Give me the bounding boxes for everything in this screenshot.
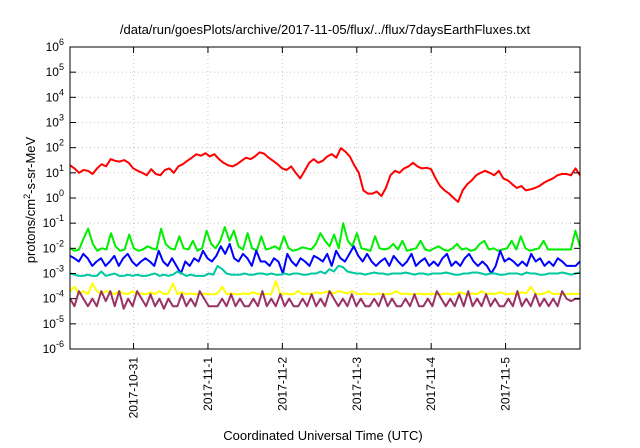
series-lines	[69, 147, 581, 310]
y-tick-base: 10	[43, 241, 57, 255]
y-tick-label: 10-1	[43, 213, 64, 230]
y-tick-label: 104	[46, 87, 64, 104]
y-tick-exponent: -1	[56, 213, 64, 223]
y-tick-base: 10	[46, 65, 60, 79]
x-tick-label: 2017-11-1	[201, 357, 215, 411]
series-line-5	[69, 280, 581, 296]
y-tick-label: 106	[46, 37, 64, 54]
y-tick-label: 10-3	[43, 264, 64, 281]
y-tick-exponent: -4	[56, 289, 64, 299]
y-tick-label: 101	[46, 163, 64, 180]
series-line-1	[69, 147, 581, 203]
y-tick-exponent: 4	[59, 87, 64, 97]
y-tick-label: 10-2	[43, 238, 64, 255]
x-tick-label: 2017-10-31	[127, 357, 141, 419]
y-tick-exponent: -3	[56, 264, 64, 274]
y-tick-base: 10	[43, 216, 57, 230]
y-tick-exponent: 5	[59, 62, 64, 72]
y-tick-base: 10	[43, 292, 57, 306]
x-axis-title: Coordinated Universal Time (UTC)	[223, 428, 422, 443]
y-tick-base: 10	[46, 116, 60, 130]
y-tick-label: 10-5	[43, 314, 64, 331]
y-tick-exponent: 6	[59, 37, 64, 47]
chart-title: /data/run/goesPlots/archive/2017-11-05/f…	[120, 22, 531, 37]
y-tick-label: 103	[46, 113, 64, 130]
y-tick-base: 10	[43, 267, 57, 281]
y-tick-base: 10	[46, 141, 60, 155]
series-line-3	[69, 242, 581, 275]
y-tick-labels: 10-610-510-410-310-210-11001011021031041…	[43, 37, 580, 356]
y-axis-title-rest: -s-sr-MeV	[23, 136, 38, 193]
y-tick-base: 10	[46, 90, 60, 104]
x-tick-label: 2017-11-5	[499, 357, 513, 411]
y-tick-label: 100	[46, 188, 64, 205]
y-tick-base: 10	[43, 342, 57, 356]
series-line-2	[69, 222, 581, 252]
y-tick-base: 10	[46, 166, 60, 180]
y-tick-exponent: 0	[59, 188, 64, 198]
series-line-4	[69, 264, 581, 277]
series-line-6	[69, 290, 580, 310]
y-axis-title: protons/cm2-s-sr-MeV	[22, 136, 38, 263]
x-tick-label: 2017-11-3	[350, 357, 364, 411]
y-tick-label: 105	[46, 62, 64, 79]
y-tick-label: 10-4	[43, 289, 64, 306]
x-tick-label: 2017-11-4	[424, 357, 438, 411]
y-tick-label: 10-6	[43, 339, 64, 356]
y-axis-title-sup: 2	[22, 194, 32, 199]
y-tick-exponent: -2	[56, 238, 64, 248]
y-tick-base: 10	[43, 317, 57, 331]
y-axis-title-base: protons/cm	[23, 199, 38, 263]
y-tick-base: 10	[46, 191, 60, 205]
y-tick-base: 10	[46, 40, 60, 54]
y-tick-exponent: 2	[59, 138, 64, 148]
y-tick-exponent: -5	[56, 314, 64, 324]
y-tick-exponent: 1	[59, 163, 64, 173]
y-tick-exponent: -6	[56, 339, 64, 349]
y-tick-label: 102	[46, 138, 64, 155]
x-tick-label: 2017-11-2	[275, 357, 289, 411]
x-tick-labels: 2017-10-31 2017-11-1 2017-11-2 2017-11-3 201…	[127, 47, 513, 418]
y-tick-exponent: 3	[59, 113, 64, 123]
